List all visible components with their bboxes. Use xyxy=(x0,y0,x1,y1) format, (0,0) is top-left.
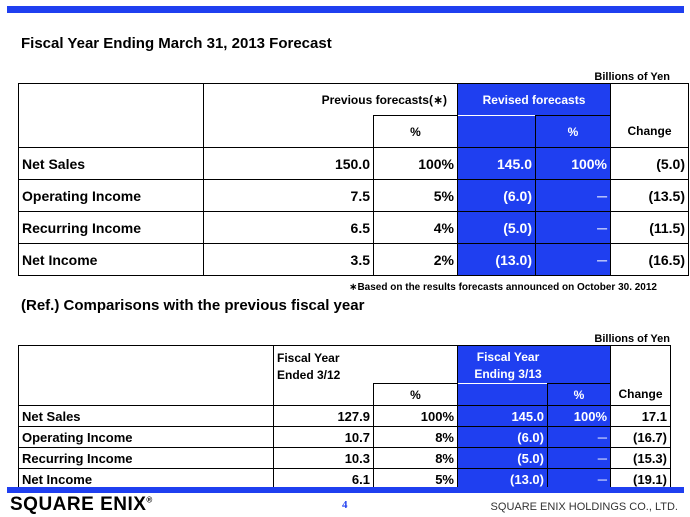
header-revised-forecasts: Revised forecasts xyxy=(456,83,612,116)
change-value: (13.5) xyxy=(610,179,690,212)
header-pct: % xyxy=(373,115,458,148)
header-blank xyxy=(373,345,458,384)
table-row: Net Sales 150.0 100% 145.0 100% (5.0) xyxy=(18,147,690,180)
header-blank xyxy=(18,83,204,116)
revised-pct: 100% xyxy=(547,405,611,427)
revised-pct: 100% xyxy=(534,147,612,180)
revised-value: (5.0) xyxy=(457,447,548,469)
prev-value: 150.0 xyxy=(203,147,374,180)
header-fy-ending-text: Fiscal Year Ending 3/13 xyxy=(474,350,542,381)
registered-mark: ® xyxy=(146,495,153,505)
page-title: Fiscal Year Ending March 31, 2013 Foreca… xyxy=(21,35,332,52)
revised-value: (5.0) xyxy=(457,211,536,244)
comparison-table: Fiscal Year Ended 3/12 Fiscal Year Endin… xyxy=(18,345,671,490)
revised-value: (6.0) xyxy=(457,179,536,212)
header-blank xyxy=(610,345,671,384)
prev-value: 3.5 xyxy=(203,243,374,276)
header-change: Change xyxy=(610,383,671,406)
change-value: (15.3) xyxy=(610,447,671,469)
prev-pct: 100% xyxy=(373,405,458,427)
forecast-table: Previous forecasts(∗) Revised forecasts … xyxy=(18,83,690,276)
logo-text: SQUARE ENIX xyxy=(10,494,147,515)
header-pct: % xyxy=(547,383,611,406)
prev-pct: 100% xyxy=(373,147,458,180)
revised-pct: ─ xyxy=(534,179,612,212)
row-label: Net Sales xyxy=(18,147,204,180)
header-previous-forecasts: Previous forecasts(∗) xyxy=(203,83,458,116)
revised-value: (6.0) xyxy=(457,426,548,448)
table-row: Net Income 3.5 2% (13.0) ─ (16.5) xyxy=(18,243,690,276)
row-label: Net Sales xyxy=(18,405,274,427)
prev-pct: 8% xyxy=(373,447,458,469)
prev-pct: 4% xyxy=(373,211,458,244)
header-blank xyxy=(18,345,274,384)
row-label: Net Income xyxy=(18,243,204,276)
page-number: 4 xyxy=(342,499,348,511)
prev-pct: 2% xyxy=(373,243,458,276)
change-value: (16.7) xyxy=(610,426,671,448)
change-value: 17.1 xyxy=(610,405,671,427)
table-row: Recurring Income 6.5 4% (5.0) ─ (11.5) xyxy=(18,211,690,244)
table-row: Recurring Income 10.3 8% (5.0) ─ (15.3) xyxy=(18,447,671,469)
revised-pct: ─ xyxy=(547,426,611,448)
header-blank xyxy=(18,115,204,148)
change-value: (5.0) xyxy=(610,147,690,180)
company-logo: SQUARE ENIX® xyxy=(10,494,153,516)
header-blank xyxy=(18,383,274,406)
prev-value: 10.3 xyxy=(273,447,374,469)
footnote: ∗Based on the results forecasts announce… xyxy=(349,282,657,293)
header-fy-ended: Fiscal Year Ended 3/12 xyxy=(273,345,374,406)
row-label: Operating Income xyxy=(18,179,204,212)
prev-value: 7.5 xyxy=(203,179,374,212)
unit-label: Billions of Yen xyxy=(594,71,670,83)
header-change: Change xyxy=(610,115,690,148)
header-blank xyxy=(610,83,690,116)
table-row: Operating Income 10.7 8% (6.0) ─ (16.7) xyxy=(18,426,671,448)
table-row: Net Sales 127.9 100% 145.0 100% 17.1 xyxy=(18,405,671,427)
change-value: (11.5) xyxy=(610,211,690,244)
header-pct: % xyxy=(534,115,612,148)
prev-value: 6.5 xyxy=(203,211,374,244)
table-row: Operating Income 7.5 5% (6.0) ─ (13.5) xyxy=(18,179,690,212)
revised-pct: ─ xyxy=(547,447,611,469)
row-label: Recurring Income xyxy=(18,447,274,469)
header-blank xyxy=(457,383,548,406)
header-fy-ending: Fiscal Year Ending 3/13 xyxy=(457,345,611,384)
change-value: (16.5) xyxy=(610,243,690,276)
company-name: SQUARE ENIX HOLDINGS CO., LTD. xyxy=(490,501,678,513)
prev-value: 127.9 xyxy=(273,405,374,427)
revised-value: (13.0) xyxy=(457,243,536,276)
prev-value: 10.7 xyxy=(273,426,374,448)
header-pct: % xyxy=(373,383,458,406)
prev-pct: 5% xyxy=(373,179,458,212)
header-blank xyxy=(457,115,536,148)
section-title: (Ref.) Comparisons with the previous fis… xyxy=(21,297,365,314)
unit-label: Billions of Yen xyxy=(594,333,670,345)
row-label: Recurring Income xyxy=(18,211,204,244)
revised-pct: ─ xyxy=(534,243,612,276)
revised-value: 145.0 xyxy=(457,147,536,180)
revised-value: 145.0 xyxy=(457,405,548,427)
top-accent-bar xyxy=(7,6,684,13)
row-label: Operating Income xyxy=(18,426,274,448)
header-blank xyxy=(203,115,374,148)
revised-pct: ─ xyxy=(534,211,612,244)
prev-pct: 8% xyxy=(373,426,458,448)
bottom-accent-bar xyxy=(7,487,684,493)
